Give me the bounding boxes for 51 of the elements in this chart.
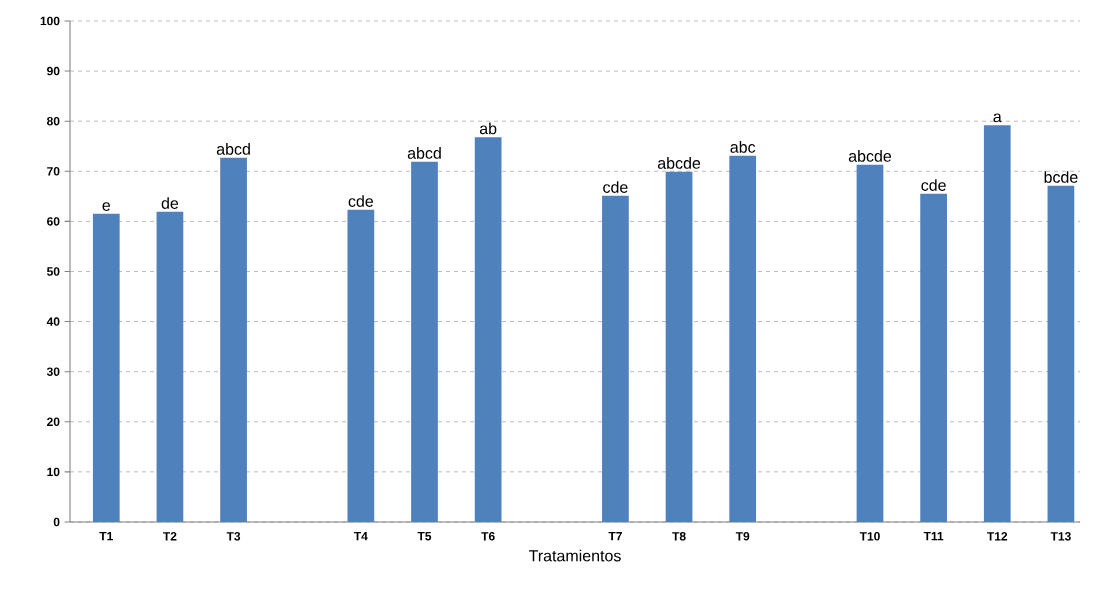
bar [156,211,184,522]
data-label: abcde [848,150,892,162]
y-tick-label: 30 [46,367,60,376]
data-label: a [993,113,1002,123]
y-tick-label: 40 [46,317,60,326]
data-label: abc [730,141,756,153]
y-tick-label: 10 [47,467,60,477]
x-tick-label: T13 [1050,532,1071,541]
data-label: cde [921,179,946,191]
bar [92,213,120,522]
bar [602,195,629,522]
x-tick-label: T3 [226,532,241,541]
data-label: abcde [657,157,701,169]
data-label: abcd [216,143,250,155]
data-label: ab [479,122,497,135]
x-tick-label: T8 [672,532,686,541]
y-tick-label: 0 [53,517,60,527]
data-label: bcde [1044,171,1078,183]
y-tick-label: 60 [47,217,60,226]
bar [411,161,438,522]
x-tick-label: T5 [417,532,432,541]
data-label: de [161,197,179,209]
x-tick-label: T1 [99,532,113,541]
bar [920,193,947,522]
bar [665,171,693,522]
bar [729,155,757,522]
y-tick-label: 50 [46,267,60,276]
y-tick-label: 80 [46,116,60,126]
x-tick-label: T4 [353,532,368,541]
x-tick-label: T7 [608,532,622,541]
y-tick-label: 20 [47,417,60,427]
x-axis-title: Tratamientos [528,549,621,562]
y-tick-label: 90 [47,66,60,76]
bar [220,157,247,522]
y-tick-label: 70 [47,167,60,176]
data-label: e [102,202,111,211]
x-tick-label: T2 [163,532,177,541]
x-tick-label: T6 [481,532,495,541]
x-tick-label: T11 [923,532,944,541]
x-tick-label: T9 [735,532,750,541]
y-tick-label: 100 [40,16,60,26]
x-tick-label: T10 [859,532,880,541]
bar [347,209,375,522]
bar [856,164,884,522]
bar [1047,185,1075,522]
data-label: cde [603,181,628,193]
bar [474,137,502,522]
bar [983,125,1011,522]
data-label: abcd [407,147,441,159]
x-tick-label: T12 [987,532,1008,541]
data-label: cde [348,195,374,207]
